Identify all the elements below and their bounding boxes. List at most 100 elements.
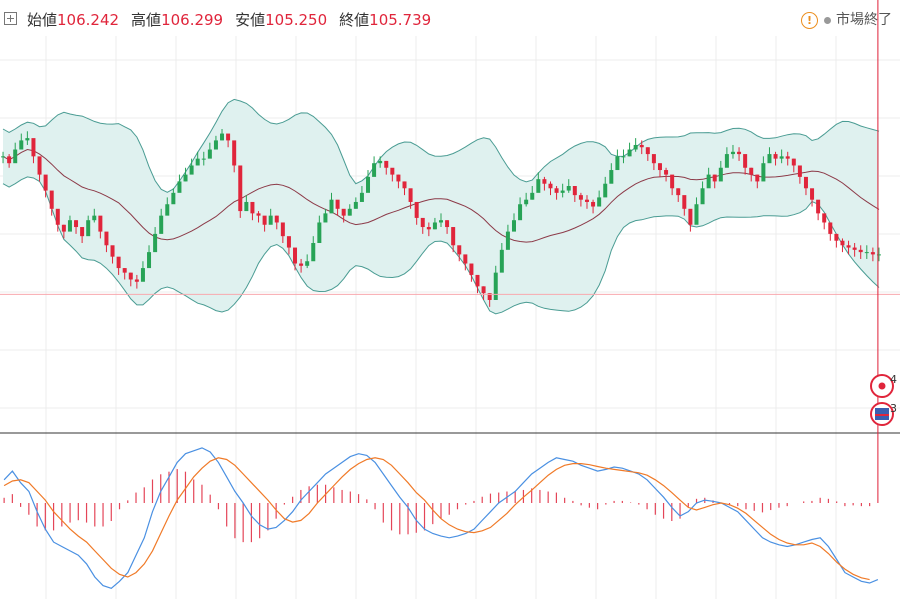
candle-body — [810, 188, 815, 200]
candle-body — [645, 147, 650, 155]
candle-body — [299, 263, 304, 266]
candle-body — [670, 174, 675, 189]
open-value: 106.242 — [57, 11, 120, 29]
candle-body — [7, 156, 12, 164]
candle-body — [584, 199, 589, 202]
candle-body — [286, 236, 291, 248]
event-markers[interactable]: 43 — [870, 373, 897, 426]
high-value: 106.299 — [161, 11, 224, 29]
candle-body — [572, 186, 577, 196]
middle-band-line — [2, 148, 880, 243]
candle-body — [639, 144, 644, 148]
expand-icon[interactable] — [4, 12, 17, 25]
candle-body — [846, 245, 851, 248]
candle-body — [390, 167, 395, 175]
candle-body — [439, 220, 443, 223]
low-value: 105.250 — [265, 11, 328, 29]
candle-body — [621, 156, 626, 158]
candle-body — [226, 133, 231, 141]
candle-body — [858, 249, 863, 253]
candle-body — [177, 181, 182, 193]
candle-body — [31, 138, 36, 157]
candle-body — [384, 160, 389, 168]
candle-body — [718, 167, 723, 182]
candle-body — [213, 140, 218, 150]
candle-body — [548, 183, 553, 189]
candle-body — [250, 201, 255, 214]
open-label: 始値 — [27, 11, 58, 29]
candle-body — [633, 144, 638, 150]
candle-body — [378, 160, 383, 164]
candle-body — [451, 227, 456, 246]
candle-body — [110, 245, 115, 257]
candle-body — [274, 215, 279, 223]
candle-body — [445, 220, 450, 228]
candle-body — [37, 156, 42, 175]
candle-body — [104, 231, 109, 246]
candle-body — [797, 165, 802, 177]
candle-body — [396, 174, 401, 182]
candle-body — [870, 252, 875, 255]
candle-body — [293, 247, 298, 264]
candle-body — [122, 268, 127, 273]
close-label: 終値 — [339, 11, 370, 29]
candle-body — [694, 204, 699, 225]
macd-line — [3, 447, 879, 589]
candle-body — [414, 201, 419, 218]
candle-body — [676, 188, 681, 196]
warning-icon[interactable]: ! — [801, 11, 818, 29]
candle-body — [840, 240, 845, 246]
candle-body — [92, 215, 97, 221]
candle-body — [597, 197, 602, 207]
upper-band-line — [2, 98, 880, 193]
candle-body — [737, 151, 742, 155]
candle-body — [536, 179, 541, 193]
candle-body — [730, 151, 735, 155]
candle-body — [13, 149, 18, 164]
candle-body — [61, 224, 66, 232]
candle-body — [603, 183, 608, 198]
bollinger-bands — [2, 98, 880, 315]
candle-body — [25, 138, 30, 141]
candle-body — [420, 217, 425, 228]
candle-body — [615, 156, 620, 171]
candle-body — [627, 149, 632, 157]
candle-body — [779, 156, 784, 159]
low-label: 安値 — [235, 11, 266, 29]
candle-body — [457, 245, 462, 255]
candle-body — [86, 220, 91, 237]
candle-body — [220, 133, 225, 141]
band-area — [3, 99, 879, 314]
candle-body — [280, 222, 285, 237]
candle-body — [67, 220, 72, 232]
candle-body — [828, 222, 833, 234]
candle-body — [55, 208, 60, 225]
candle-body — [712, 174, 717, 182]
candle-body — [475, 274, 480, 287]
candle-body — [463, 254, 468, 264]
candle-body — [347, 208, 352, 216]
candle-body — [256, 213, 261, 216]
candle-body — [408, 188, 413, 202]
candle-body — [791, 158, 796, 166]
candle-body — [147, 252, 152, 269]
candle-body — [353, 201, 358, 209]
candle-body — [578, 195, 583, 200]
candle-body — [335, 199, 340, 209]
candle-body — [688, 208, 693, 225]
candle-body — [767, 154, 772, 164]
candle-body — [98, 215, 103, 232]
candle-body — [207, 149, 212, 159]
candle-body — [657, 163, 662, 171]
signal-line — [3, 457, 870, 581]
candle-body — [542, 179, 547, 184]
event-marker-1-dot — [878, 382, 886, 390]
candle-body — [609, 170, 614, 184]
candle-body — [159, 215, 164, 234]
candlesticks — [0, 129, 900, 307]
candle-body — [244, 201, 249, 212]
candle-body — [165, 204, 170, 216]
candle-body — [80, 227, 85, 237]
candle-body — [329, 199, 334, 214]
